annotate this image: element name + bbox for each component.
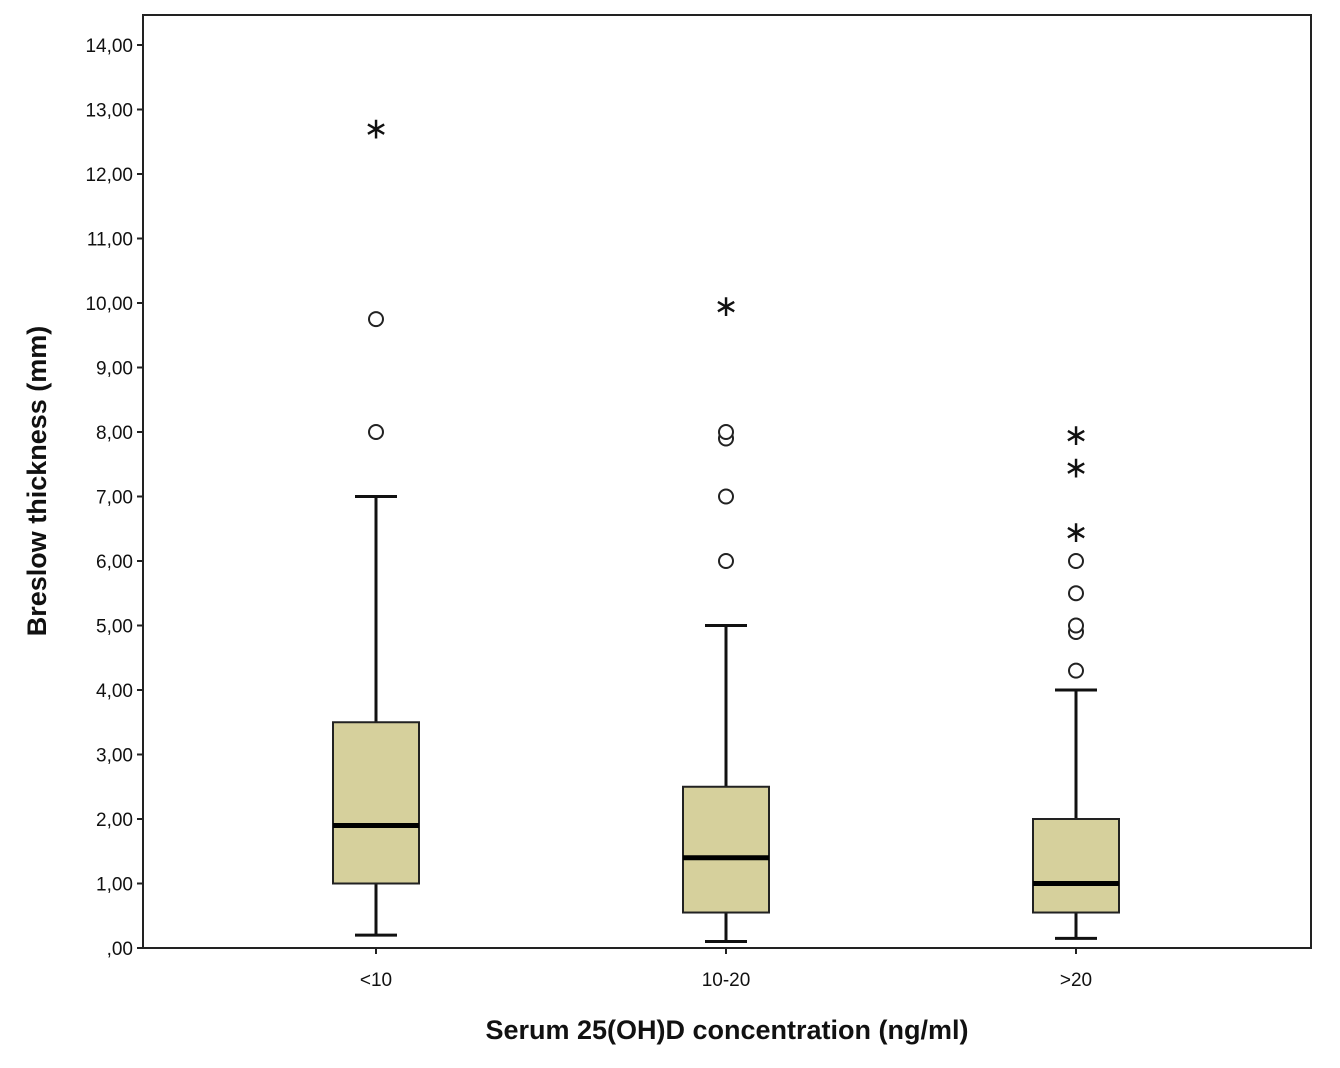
x-tick-label: >20 [1060, 970, 1092, 991]
outlier-point [1068, 662, 1084, 679]
iqr-box [332, 721, 420, 885]
box-series: ∗∗∗∗∗ [332, 112, 1120, 944]
y-tick-label: 7,00 [96, 488, 133, 509]
y-axis-title: Breslow thickness (mm) [22, 326, 52, 637]
outlier-point [1068, 553, 1084, 569]
y-tick-label: 13,00 [85, 101, 133, 122]
y-tick-label: 3,00 [96, 746, 133, 767]
outlier-point [368, 311, 384, 328]
extreme-star-marker: ∗ [713, 289, 738, 324]
y-tick-label: 12,00 [85, 165, 133, 186]
y-tick-label: 10,00 [85, 294, 133, 315]
box-group-1: ∗ [332, 112, 420, 937]
outlier-point [718, 553, 734, 569]
y-tick-label: 1,00 [96, 875, 133, 896]
extreme-star-marker: ∗ [363, 112, 388, 147]
y-tick-label: 14,00 [85, 36, 133, 57]
x-axis: <10 10-20 >20 [360, 948, 1092, 991]
iqr-box [682, 785, 770, 914]
box-group-3: ∗∗∗ [1032, 418, 1120, 940]
extreme-star-marker: ∗ [1063, 418, 1088, 453]
y-tick-label: 2,00 [96, 810, 133, 831]
outlier-point [1068, 585, 1084, 602]
y-tick-label: 8,00 [96, 423, 133, 444]
outlier-point [1068, 617, 1084, 634]
outlier-point [718, 488, 734, 505]
iqr-box [1032, 818, 1120, 914]
x-tick-label: 10-20 [702, 970, 751, 991]
x-tick-label: <10 [360, 970, 392, 991]
y-tick-label: 5,00 [96, 617, 133, 638]
extreme-star-marker: ∗ [1063, 450, 1088, 485]
y-tick-label: 11,00 [87, 230, 133, 251]
y-axis: ,00 1,00 2,00 3,00 4,00 5,00 6,00 7,00 8,00 9,00 1… [85, 36, 143, 960]
y-tick-label: 9,00 [96, 359, 133, 380]
x-axis-title: Serum 25(OH)D concentration (ng/ml) [485, 1015, 968, 1045]
box-group-2: ∗ [682, 289, 770, 944]
y-tick-label: ,00 [107, 939, 133, 960]
outlier-point [368, 424, 384, 440]
extreme-star-marker: ∗ [1063, 515, 1088, 550]
outlier-point [718, 424, 734, 440]
y-tick-label: 6,00 [96, 552, 133, 573]
y-tick-label: 4,00 [96, 681, 133, 702]
